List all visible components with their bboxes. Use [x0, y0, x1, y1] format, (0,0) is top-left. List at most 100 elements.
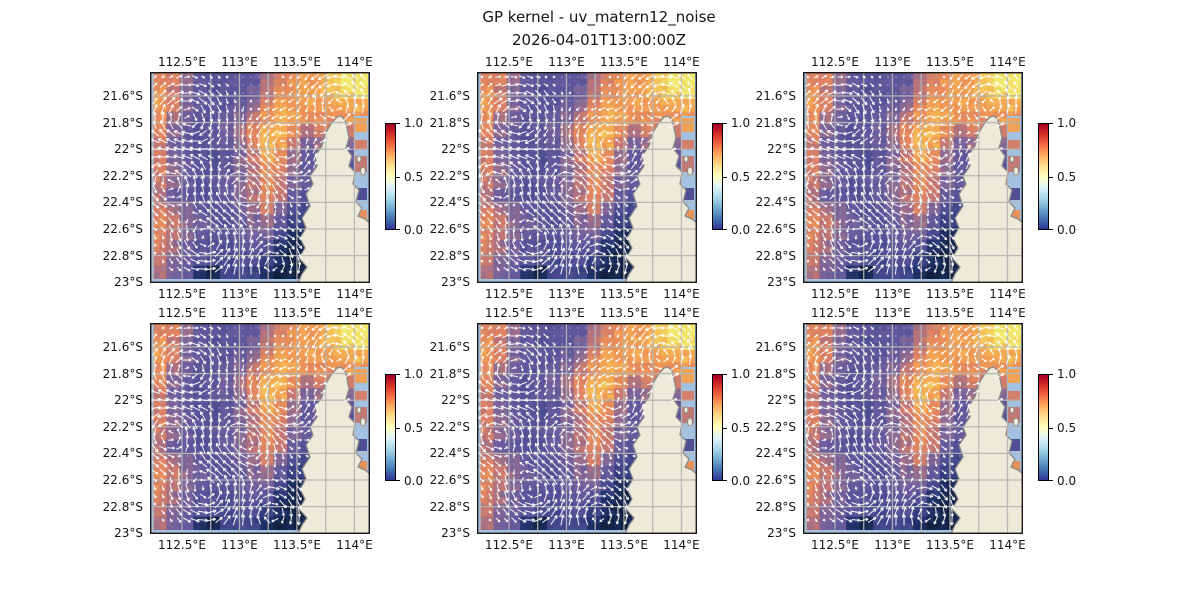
colorbar-tick-row1-col2 — [723, 229, 727, 230]
x-tick-top-row2-col2: 114°E — [663, 306, 700, 320]
y-tick-row2-col3: 22.4°S — [755, 446, 796, 461]
x-tick-top-row2-col1: 113°E — [221, 306, 258, 320]
x-tick-top-row1-col2: 112.5°E — [485, 55, 533, 69]
x-tick-top-row1-col2: 113°E — [548, 55, 585, 69]
y-tick-row2-col3: 22°S — [767, 393, 796, 408]
y-tick-row1-col2: 21.8°S — [429, 115, 470, 130]
colorbar-tick-row1-col3 — [1049, 176, 1053, 178]
y-tick-row2-col3: 22.2°S — [755, 419, 796, 434]
colorbar-tick-row2-col2 — [723, 480, 727, 481]
figure-title: GP kernel - uv_matern12_noise — [482, 8, 716, 26]
colorbar-label-row1-col3: 0.5 — [1057, 169, 1077, 184]
y-tick-row2-col2: 22.2°S — [429, 419, 470, 434]
x-tick-bottom-row1-col3: 113.5°E — [926, 287, 974, 301]
y-tick-row2-col1: 21.6°S — [102, 339, 143, 354]
x-tick-bottom-row1-col1: 114°E — [336, 287, 373, 301]
colorbar-label-row1-col1: 0.5 — [404, 169, 424, 184]
y-tick-row1-col2: 22°S — [441, 142, 470, 157]
map-row1-col2 — [477, 72, 697, 283]
y-tick-row2-col1: 23°S — [114, 526, 143, 541]
y-tick-row2-col1: 22.8°S — [102, 499, 143, 514]
colorbar-label-row1-col3: 0.0 — [1057, 223, 1077, 237]
y-tick-row2-col2: 22°S — [441, 393, 470, 408]
y-tick-row1-col3: 22°S — [767, 142, 796, 157]
x-tick-bottom-row2-col1: 114°E — [336, 538, 373, 552]
colorbar-tick-row2-col1 — [396, 374, 400, 375]
x-tick-bottom-row2-col2: 112.5°E — [485, 538, 533, 552]
colorbar-label-row1-col2: 1.0 — [731, 116, 751, 130]
x-tick-bottom-row1-col3: 113°E — [874, 287, 911, 301]
x-tick-bottom-row2-col1: 113°E — [221, 538, 258, 552]
y-tick-row1-col3: 22.2°S — [755, 168, 796, 183]
y-tick-row2-col2: 22.4°S — [429, 446, 470, 461]
y-tick-row1-col1: 21.8°S — [102, 115, 143, 130]
colorbar-label-row2-col2: 1.0 — [731, 367, 751, 381]
y-tick-row2-col1: 21.8°S — [102, 366, 143, 381]
colorbar-tick-row1-col3 — [1049, 123, 1053, 124]
colorbar-tick-row1-col1 — [396, 229, 400, 230]
y-tick-row1-col2: 23°S — [441, 275, 470, 290]
x-tick-bottom-row1-col2: 112.5°E — [485, 287, 533, 301]
x-tick-top-row2-col2: 113°E — [548, 306, 585, 320]
colorbar-label-row2-col2: 0.0 — [731, 474, 751, 488]
x-tick-top-row1-col1: 114°E — [336, 55, 373, 69]
colorbar-label-row1-col1: 0.0 — [404, 223, 424, 237]
colorbar-tick-row1-col2 — [723, 123, 727, 124]
colorbar-label-row2-col3: 1.0 — [1057, 367, 1077, 381]
x-tick-top-row2-col3: 112.5°E — [811, 306, 859, 320]
x-tick-bottom-row1-col2: 113°E — [548, 287, 585, 301]
y-tick-row2-col1: 22.6°S — [102, 472, 143, 487]
colorbar-row1-col3 — [1038, 123, 1049, 230]
x-tick-top-row1-col1: 113°E — [221, 55, 258, 69]
x-tick-bottom-row2-col3: 112.5°E — [811, 538, 859, 552]
x-tick-top-row1-col1: 112.5°E — [158, 55, 206, 69]
colorbar-label-row1-col1: 1.0 — [404, 116, 424, 130]
colorbar-label-row2-col3: 0.0 — [1057, 474, 1077, 488]
y-tick-row2-col3: 22.6°S — [755, 472, 796, 487]
x-tick-top-row1-col1: 113.5°E — [273, 55, 321, 69]
colorbar-label-row2-col1: 0.5 — [404, 420, 424, 435]
x-tick-bottom-row2-col2: 113°E — [548, 538, 585, 552]
y-tick-row1-col1: 23°S — [114, 275, 143, 290]
map-row2-col3 — [803, 323, 1023, 534]
colorbar-tick-row2-col2 — [723, 427, 727, 429]
y-tick-row2-col3: 21.8°S — [755, 366, 796, 381]
x-tick-bottom-row1-col2: 113.5°E — [600, 287, 648, 301]
x-tick-top-row1-col3: 113.5°E — [926, 55, 974, 69]
x-tick-top-row1-col3: 113°E — [874, 55, 911, 69]
colorbar-tick-row1-col1 — [396, 176, 400, 178]
x-tick-top-row2-col3: 113.5°E — [926, 306, 974, 320]
colorbar-label-row2-col1: 0.0 — [404, 474, 424, 488]
colorbar-tick-row2-col3 — [1049, 427, 1053, 429]
colorbar-row2-col1 — [385, 374, 396, 481]
colorbar-label-row1-col3: 1.0 — [1057, 116, 1077, 130]
colorbar-tick-row2-col1 — [396, 480, 400, 481]
colorbar-label-row2-col3: 0.5 — [1057, 420, 1077, 435]
x-tick-top-row1-col3: 112.5°E — [811, 55, 859, 69]
y-tick-row1-col3: 23°S — [767, 275, 796, 290]
colorbar-label-row2-col2: 0.5 — [731, 420, 751, 435]
x-tick-top-row2-col3: 114°E — [989, 306, 1026, 320]
x-tick-bottom-row1-col2: 114°E — [663, 287, 700, 301]
y-tick-row2-col3: 22.8°S — [755, 499, 796, 514]
x-tick-top-row2-col1: 113.5°E — [273, 306, 321, 320]
y-tick-row1-col1: 22.4°S — [102, 195, 143, 210]
colorbar-row2-col2 — [712, 374, 723, 481]
y-tick-row2-col1: 22.4°S — [102, 446, 143, 461]
colorbar-tick-row2-col1 — [396, 427, 400, 429]
colorbar-row2-col3 — [1038, 374, 1049, 481]
y-tick-row1-col3: 21.8°S — [755, 115, 796, 130]
y-tick-row2-col2: 21.6°S — [429, 339, 470, 354]
x-tick-bottom-row2-col2: 113.5°E — [600, 538, 648, 552]
colorbar-tick-row1-col2 — [723, 176, 727, 178]
x-tick-top-row2-col2: 112.5°E — [485, 306, 533, 320]
y-tick-row2-col3: 23°S — [767, 526, 796, 541]
y-tick-row1-col2: 22.2°S — [429, 168, 470, 183]
figure-subtitle: 2026-04-01T13:00:00Z — [512, 31, 686, 49]
y-tick-row2-col2: 22.6°S — [429, 472, 470, 487]
x-tick-top-row1-col2: 113.5°E — [600, 55, 648, 69]
map-row1-col1 — [150, 72, 370, 283]
colorbar-tick-row1-col3 — [1049, 229, 1053, 230]
y-tick-row1-col1: 21.6°S — [102, 88, 143, 103]
